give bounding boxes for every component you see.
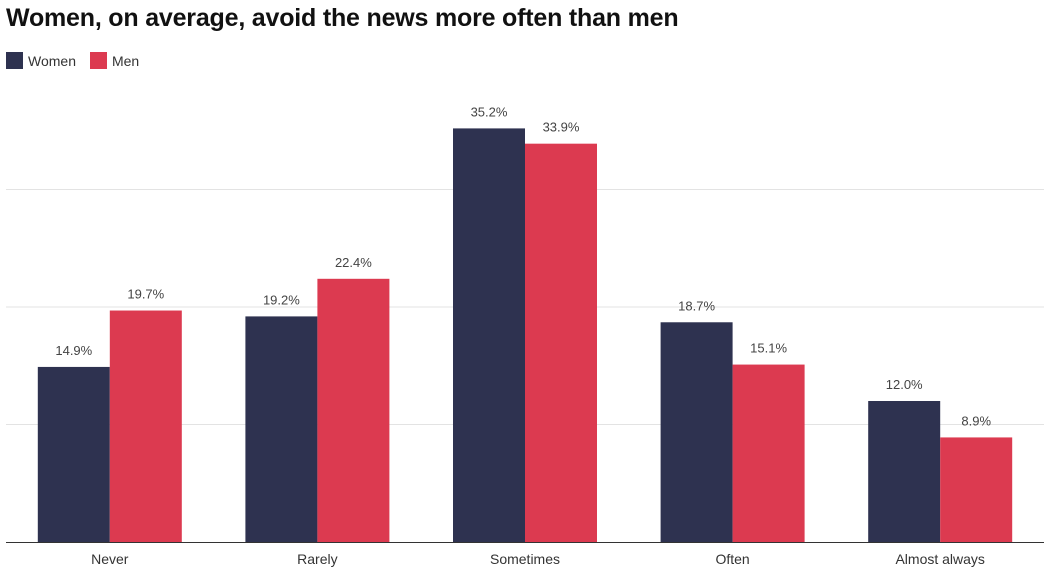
bar-men-sometimes bbox=[525, 143, 597, 543]
data-label-men-sometimes: 33.9% bbox=[543, 120, 580, 135]
legend-item-men: Men bbox=[89, 52, 140, 69]
legend-label-women: Women bbox=[28, 52, 76, 69]
x-tick-label-often: Often bbox=[715, 551, 749, 567]
data-label-men-almost-always: 8.9% bbox=[961, 413, 991, 428]
chart-title: Women, on average, avoid the news more o… bbox=[6, 4, 679, 32]
bar-women-sometimes bbox=[453, 128, 525, 542]
data-label-men-often: 15.1% bbox=[750, 341, 787, 356]
legend-swatch-men bbox=[89, 52, 107, 69]
legend-swatch-women bbox=[6, 52, 23, 69]
data-label-women-sometimes: 35.2% bbox=[471, 104, 508, 119]
data-label-women-never: 14.9% bbox=[55, 343, 92, 358]
data-label-women-rarely: 19.2% bbox=[263, 292, 300, 307]
bar-women-never bbox=[37, 366, 110, 542]
data-label-women-often: 18.7% bbox=[678, 298, 715, 313]
data-label-men-never: 19.7% bbox=[127, 287, 164, 302]
bar-men-often bbox=[732, 364, 805, 542]
data-label-men-rarely: 22.4% bbox=[335, 255, 372, 270]
x-tick-label-almost-always: Almost always bbox=[895, 551, 984, 567]
bar-women-often bbox=[660, 322, 733, 542]
x-tick-label-never: Never bbox=[91, 551, 129, 567]
bar-men-almost-always bbox=[940, 437, 1013, 542]
bar-women-rarely bbox=[245, 316, 318, 542]
data-label-women-almost-always: 12.0% bbox=[886, 377, 923, 392]
legend-item-women: Women bbox=[6, 52, 76, 69]
legend-label-men: Men bbox=[111, 52, 140, 69]
bar-women-almost-always bbox=[868, 401, 941, 542]
bar-men-never bbox=[109, 310, 182, 542]
bar-men-rarely bbox=[317, 278, 390, 542]
x-tick-label-rarely: Rarely bbox=[297, 551, 337, 567]
legend: Women Men bbox=[6, 52, 153, 69]
x-tick-label-sometimes: Sometimes bbox=[490, 551, 560, 567]
